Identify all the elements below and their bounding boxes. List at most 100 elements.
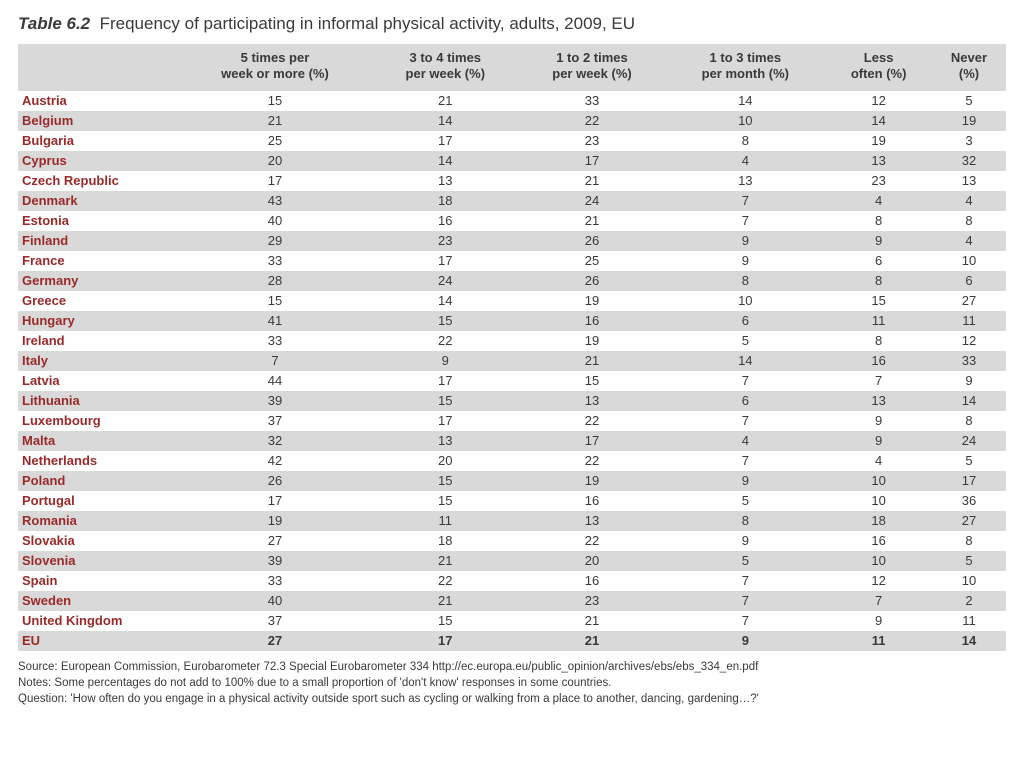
value-cell: 14: [932, 391, 1006, 411]
data-table: 5 times perweek or more (%)3 to 4 timesp…: [18, 44, 1006, 651]
value-cell: 11: [825, 631, 932, 651]
value-cell: 6: [825, 251, 932, 271]
table-body: Austria15213314125Belgium211422101419Bul…: [18, 91, 1006, 651]
value-cell: 4: [932, 191, 1006, 211]
country-cell: EU: [18, 631, 178, 651]
value-cell: 14: [372, 111, 519, 131]
table-row: Poland26151991017: [18, 471, 1006, 491]
value-cell: 4: [825, 451, 932, 471]
value-cell: 15: [372, 471, 519, 491]
col-header: 1 to 2 timesper week (%): [519, 44, 666, 91]
country-cell: Ireland: [18, 331, 178, 351]
country-cell: Italy: [18, 351, 178, 371]
country-cell: Slovenia: [18, 551, 178, 571]
value-cell: 15: [178, 291, 372, 311]
value-cell: 22: [519, 451, 666, 471]
value-cell: 4: [825, 191, 932, 211]
table-row: Estonia401621788: [18, 211, 1006, 231]
value-cell: 23: [519, 131, 666, 151]
value-cell: 5: [665, 331, 825, 351]
table-row: Malta3213174924: [18, 431, 1006, 451]
table-header: 5 times perweek or more (%)3 to 4 timesp…: [18, 44, 1006, 91]
value-cell: 33: [932, 351, 1006, 371]
value-cell: 24: [519, 191, 666, 211]
value-cell: 10: [665, 111, 825, 131]
value-cell: 18: [372, 531, 519, 551]
country-cell: Netherlands: [18, 451, 178, 471]
value-cell: 11: [932, 311, 1006, 331]
col-header: 3 to 4 timesper week (%): [372, 44, 519, 91]
value-cell: 41: [178, 311, 372, 331]
value-cell: 7: [665, 371, 825, 391]
value-cell: 8: [665, 131, 825, 151]
value-cell: 9: [665, 531, 825, 551]
value-cell: 32: [932, 151, 1006, 171]
value-cell: 20: [178, 151, 372, 171]
value-cell: 13: [665, 171, 825, 191]
value-cell: 2: [932, 591, 1006, 611]
value-cell: 13: [825, 391, 932, 411]
value-cell: 7: [825, 591, 932, 611]
value-cell: 19: [519, 471, 666, 491]
country-cell: France: [18, 251, 178, 271]
value-cell: 17: [178, 171, 372, 191]
value-cell: 15: [178, 91, 372, 111]
country-cell: Latvia: [18, 371, 178, 391]
value-cell: 28: [178, 271, 372, 291]
value-cell: 44: [178, 371, 372, 391]
value-cell: 12: [825, 571, 932, 591]
country-cell: Austria: [18, 91, 178, 111]
table-row: Slovenia3921205105: [18, 551, 1006, 571]
col-header: 5 times perweek or more (%): [178, 44, 372, 91]
value-cell: 24: [932, 431, 1006, 451]
value-cell: 7: [665, 211, 825, 231]
value-cell: 8: [665, 271, 825, 291]
value-cell: 7: [825, 371, 932, 391]
value-cell: 19: [825, 131, 932, 151]
value-cell: 14: [932, 631, 1006, 651]
value-cell: 15: [519, 371, 666, 391]
table-row: Bulgaria2517238193: [18, 131, 1006, 151]
value-cell: 40: [178, 591, 372, 611]
table-title: Table 6.2 Frequency of participating in …: [18, 14, 1006, 34]
table-row: Hungary41151661111: [18, 311, 1006, 331]
value-cell: 3: [932, 131, 1006, 151]
col-header: 1 to 3 timesper month (%): [665, 44, 825, 91]
value-cell: 13: [932, 171, 1006, 191]
value-cell: 33: [178, 331, 372, 351]
value-cell: 21: [519, 611, 666, 631]
value-cell: 33: [178, 571, 372, 591]
value-cell: 5: [932, 551, 1006, 571]
value-cell: 9: [665, 231, 825, 251]
value-cell: 20: [372, 451, 519, 471]
table-row: Netherlands422022745: [18, 451, 1006, 471]
country-cell: Malta: [18, 431, 178, 451]
value-cell: 26: [519, 271, 666, 291]
country-cell: Belgium: [18, 111, 178, 131]
value-cell: 4: [665, 431, 825, 451]
value-cell: 37: [178, 611, 372, 631]
country-cell: Lithuania: [18, 391, 178, 411]
value-cell: 33: [178, 251, 372, 271]
value-cell: 14: [665, 91, 825, 111]
value-cell: 22: [372, 571, 519, 591]
value-cell: 9: [665, 471, 825, 491]
country-cell: Portugal: [18, 491, 178, 511]
value-cell: 8: [825, 271, 932, 291]
country-cell: Cyprus: [18, 151, 178, 171]
value-cell: 18: [372, 191, 519, 211]
value-cell: 22: [519, 411, 666, 431]
value-cell: 10: [932, 571, 1006, 591]
country-cell: Germany: [18, 271, 178, 291]
value-cell: 17: [372, 411, 519, 431]
value-cell: 36: [932, 491, 1006, 511]
value-cell: 14: [665, 351, 825, 371]
value-cell: 7: [665, 451, 825, 471]
value-cell: 14: [825, 111, 932, 131]
table-row: France3317259610: [18, 251, 1006, 271]
table-row: Portugal17151651036: [18, 491, 1006, 511]
value-cell: 19: [519, 291, 666, 311]
value-cell: 8: [932, 211, 1006, 231]
country-cell: Sweden: [18, 591, 178, 611]
country-cell: Greece: [18, 291, 178, 311]
